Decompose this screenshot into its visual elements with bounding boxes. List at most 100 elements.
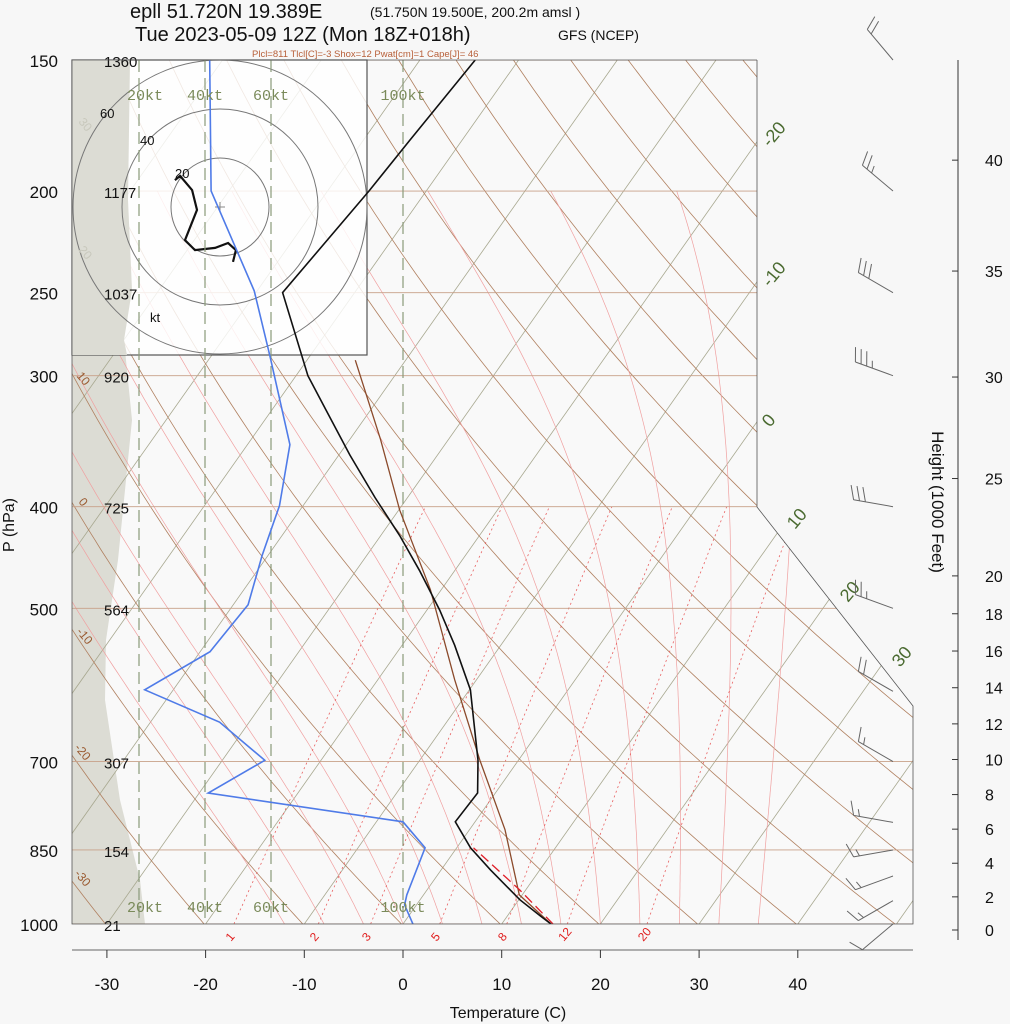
dewpoint-curve <box>142 60 427 924</box>
dry-adiabat-line <box>72 60 600 924</box>
moist-adiabat-line <box>320 190 601 924</box>
lcl-parcel-curve <box>473 847 554 924</box>
pressure-tick-label: 850 <box>30 842 58 861</box>
mixing-ratio-label: 2 <box>307 930 322 944</box>
mixing-ratio-label: 5 <box>428 930 443 944</box>
height-m-label: 1360 <box>104 54 137 71</box>
isotherm-label: 10 <box>783 504 811 532</box>
moist-adiabat-line <box>427 190 641 924</box>
height-axis-label: Height (1000 Feet) <box>928 431 947 573</box>
hodograph-unit-label: kt <box>150 310 161 325</box>
height-tick-label: 14 <box>985 681 1003 698</box>
indices-line: Plcl=811 Tlcl[C]=-3 Shox=12 Pwat[cm]=1 C… <box>252 49 478 60</box>
height-tick-label: 6 <box>985 822 994 839</box>
pressure-tick-label: 700 <box>30 754 58 773</box>
speed-label-bottom: 60kt <box>253 900 289 917</box>
wind-barb <box>846 900 894 922</box>
height-tick-label: 2 <box>985 890 994 907</box>
hodograph-trace <box>174 174 238 263</box>
speed-label-bottom: 20kt <box>127 900 163 917</box>
wind-barb <box>849 923 894 951</box>
wind-barb <box>857 726 894 762</box>
y-axis-label: P (hPa) <box>1 498 18 552</box>
hodograph-shade <box>72 60 132 355</box>
dry-adiabat-line <box>72 60 698 924</box>
pressure-tick-label: 200 <box>30 183 58 202</box>
dry-adiabat-line <box>111 60 797 924</box>
wind-barb <box>845 843 894 858</box>
pressure-tick-label: 1000 <box>20 916 58 935</box>
isotherm-line <box>0 60 25 924</box>
hodograph-ring-label: 60 <box>100 106 114 121</box>
pressure-tick-label: 250 <box>30 285 58 304</box>
isotherm-label: -20 <box>758 118 790 151</box>
mixing-ratio-label: 8 <box>495 930 510 944</box>
moist-adiabat-line <box>72 190 404 924</box>
wind-barb <box>857 656 894 692</box>
wind-barb <box>850 485 894 508</box>
wind-barb <box>845 875 894 891</box>
height-m-label: 154 <box>104 844 129 861</box>
dry-adiabat-line <box>168 60 896 924</box>
title-station: epll 51.720N 19.389E <box>130 1 322 23</box>
height-tick-label: 16 <box>985 644 1003 661</box>
moist-adiabat-line <box>72 190 285 924</box>
hodograph-ring-label: 40 <box>140 133 154 148</box>
height-m-label: 564 <box>104 602 129 619</box>
dry-adiabat-line <box>72 60 501 924</box>
x-axis-label: Temperature (C) <box>450 1005 566 1022</box>
pressure-tick-label: 400 <box>30 499 58 518</box>
mixing-ratio-label: 20 <box>635 924 655 943</box>
speed-label-top: 40kt <box>187 88 223 105</box>
title-grid: (51.750N 19.500E, 200.2m amsl ) <box>370 4 580 20</box>
x-tick-label: 20 <box>591 975 610 994</box>
height-tick-label: 18 <box>985 607 1003 624</box>
x-tick-label: 40 <box>788 975 807 994</box>
hodograph-ring <box>121 108 319 306</box>
isotherm-line <box>797 60 913 924</box>
isotherm-line <box>72 60 618 924</box>
speed-label-bottom: 40kt <box>187 900 223 917</box>
isotherm-line <box>106 60 717 924</box>
dry-adiabat-line <box>398 60 913 924</box>
isotherm-line <box>72 60 519 924</box>
pressure-tick-label: 300 <box>30 368 58 387</box>
wind-barb <box>850 800 894 823</box>
speed-label-top: 100kt <box>380 88 425 105</box>
height-tick-label: 4 <box>985 856 994 873</box>
isotherm-label: 30 <box>888 642 916 670</box>
title-model: GFS (NCEP) <box>558 27 639 43</box>
height-m-label: 21 <box>104 918 121 935</box>
height-m-label: 307 <box>104 756 129 773</box>
height-tick-label: 25 <box>985 472 1003 489</box>
x-tick-label: 0 <box>398 975 407 994</box>
dry-adiabat-line <box>72 60 402 924</box>
moist-adiabat-line <box>550 190 681 924</box>
height-tick-label: 30 <box>985 370 1003 387</box>
isotherm-label: 20 <box>836 577 864 605</box>
isotherm-label: -10 <box>758 258 790 291</box>
x-tick-label: -20 <box>193 975 218 994</box>
mixing-ratio-line <box>566 506 728 924</box>
temperature-curve <box>281 60 552 924</box>
height-tick-label: 35 <box>985 264 1003 281</box>
height-tick-label: 40 <box>985 153 1003 170</box>
height-m-label: 1177 <box>104 185 136 202</box>
wind-barb <box>866 16 894 61</box>
moist-adiabat-line <box>72 190 443 924</box>
wind-barb <box>857 257 894 294</box>
dry-adiabat-line <box>455 60 913 924</box>
isotherm-line <box>205 60 816 924</box>
height-m-label: 1037 <box>104 287 137 304</box>
hodograph-ring <box>170 157 270 257</box>
height-tick-label: 10 <box>985 752 1003 769</box>
wind-barb <box>854 579 894 609</box>
moist-adiabat-line <box>72 190 325 924</box>
moist-adiabat-line <box>93 190 483 924</box>
height-tick-label: 12 <box>985 717 1003 734</box>
moist-adiabat-line <box>231 190 562 924</box>
title-time: Tue 2023-05-09 12Z (Mon 18Z+018h) <box>135 24 471 46</box>
x-tick-label: 30 <box>690 975 709 994</box>
height-m-label: 725 <box>104 501 129 518</box>
